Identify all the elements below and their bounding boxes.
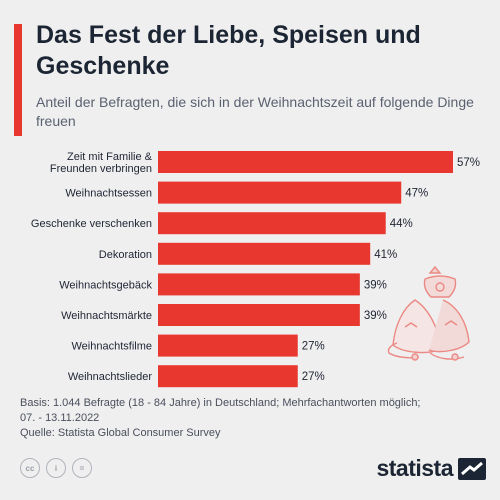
- category-label-5: Weihnachtsmärkte: [61, 310, 152, 322]
- value-label-0: 57%: [457, 157, 480, 169]
- bar-7: [158, 365, 298, 388]
- bar-2: [158, 212, 386, 235]
- footer-source: Quelle: Statista Global Consumer Survey: [20, 427, 221, 439]
- category-label-0: Zeit mit Familie & Freunden verbringen: [50, 151, 153, 175]
- bar-6: [158, 334, 298, 357]
- category-label-2: Geschenke verschenken: [31, 218, 152, 230]
- title-accent-bar: [14, 24, 22, 136]
- value-label-3: 41%: [374, 249, 397, 261]
- bar-1: [158, 181, 402, 204]
- no-derivatives-icon[interactable]: =: [72, 458, 92, 478]
- value-label-7: 27%: [302, 371, 325, 383]
- category-label-4: Weihnachtsgebäck: [59, 279, 152, 291]
- category-label-7: Weihnachtslieder: [68, 371, 153, 383]
- category-label-3: Dekoration: [99, 249, 152, 261]
- footer-basis-line-2: 07. - 13.11.2022: [20, 412, 100, 424]
- value-label-1: 47%: [405, 188, 428, 200]
- christmas-bells-illustration: [387, 265, 470, 361]
- category-label-6: Weihnachtsfilme: [72, 341, 153, 353]
- attribution-icon[interactable]: i: [46, 458, 66, 478]
- license-icons: cc i =: [20, 458, 92, 478]
- chart-subtitle: Anteil der Befragten, die sich in der We…: [36, 94, 474, 129]
- chart-title: Das Fest der Liebe, Speisen und Geschenk…: [36, 21, 421, 80]
- footer-basis-line-1: Basis: 1.044 Befragte (18 - 84 Jahre) in…: [20, 397, 421, 409]
- brand-name: statista: [376, 455, 453, 481]
- statista-logo-icon: [458, 457, 486, 480]
- value-label-2: 44%: [390, 218, 413, 230]
- bar-3: [158, 242, 371, 265]
- chart-footer: Basis: 1.044 Befragte (18 - 84 Jahre) in…: [20, 396, 490, 441]
- value-label-6: 27%: [302, 341, 325, 353]
- bar-4: [158, 273, 360, 296]
- value-label-4: 39%: [364, 279, 387, 291]
- bar-0: [158, 151, 453, 173]
- creative-commons-icon[interactable]: cc: [20, 458, 40, 478]
- statista-brand[interactable]: statista: [376, 455, 486, 482]
- bar-5: [158, 304, 360, 326]
- category-label-1: Weihnachtsessen: [65, 188, 152, 200]
- value-label-5: 39%: [364, 310, 387, 322]
